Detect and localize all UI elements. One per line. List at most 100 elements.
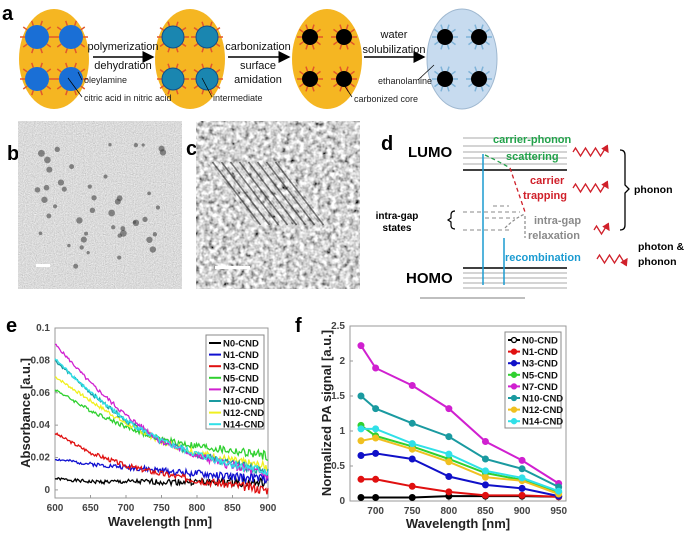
ligand: [31, 48, 35, 54]
ligand: [446, 44, 450, 50]
nanoparticle-dot: [116, 195, 123, 202]
panel-label-e: e: [6, 315, 17, 337]
ligand: [339, 24, 343, 30]
nanoparticle-dot: [149, 246, 157, 253]
legend-entry: N10-CND: [223, 397, 264, 408]
lattice-fringe: [261, 161, 311, 226]
relaxation-path: [504, 213, 526, 238]
data-point-N3-CND: [408, 455, 416, 463]
lattice-fringe: [238, 161, 289, 226]
ligand: [474, 66, 478, 72]
ligand: [22, 68, 28, 73]
ligand: [209, 47, 213, 53]
phonon-wave-arrow: [572, 144, 609, 158]
x-tick-label: 750: [153, 503, 170, 514]
data-point-N10-CND: [408, 419, 416, 427]
ligand: [80, 26, 86, 31]
ligand: [46, 68, 52, 73]
ligand: [311, 86, 315, 92]
scattering-path: [484, 154, 511, 169]
ligand: [181, 26, 187, 32]
ligand: [80, 43, 86, 48]
ligand: [485, 41, 490, 46]
ligand: [316, 41, 321, 46]
series-line-N12-CND: [54, 376, 269, 473]
nanoparticle: [471, 29, 487, 45]
nanoparticle-dot: [120, 226, 126, 232]
ligand: [193, 42, 199, 48]
ligand: [339, 66, 343, 72]
lattice-fringe: [247, 161, 298, 226]
ligand: [451, 70, 456, 75]
ligand: [446, 24, 450, 30]
ligand: [440, 24, 444, 30]
ligand: [159, 26, 165, 32]
legend-entry: N5-CND: [223, 373, 259, 384]
y-tick-label: 0: [44, 485, 50, 496]
photon-label: phonon: [638, 256, 676, 268]
ligand: [181, 42, 187, 48]
legend-entry: N3-CND: [223, 362, 259, 373]
ligand: [39, 20, 43, 26]
ligand: [299, 41, 304, 46]
nanoparticle: [302, 71, 318, 87]
x-tick-label: 850: [477, 506, 494, 517]
ligand: [480, 44, 484, 50]
data-point-N14-CND: [518, 474, 526, 482]
ligand: [22, 26, 28, 31]
ligand: [167, 47, 171, 53]
nanoparticle-dot: [67, 243, 71, 248]
x-tick-label: 950: [550, 506, 567, 517]
nanoparticle: [161, 67, 185, 91]
data-point-N3-CND: [518, 484, 526, 492]
ligand: [167, 89, 171, 95]
lattice-fringe: [243, 161, 293, 226]
nanoparticle: [437, 29, 453, 45]
nanoparticle-dot: [147, 191, 151, 196]
scheme-annotations: oleylamine citric acid in nitric acid in…: [67, 64, 435, 104]
ligand: [175, 63, 179, 69]
ligand: [201, 47, 205, 53]
nanoparticle-dot: [44, 156, 51, 164]
data-point-N3-CND: [445, 473, 453, 480]
data-point-N10-CND: [445, 433, 453, 441]
ligand: [311, 66, 315, 72]
ligand: [215, 84, 221, 90]
lattice-fringe: [225, 161, 275, 226]
ligand: [468, 41, 473, 46]
x-tick-label: 900: [260, 503, 277, 514]
ligand: [434, 28, 439, 33]
ligand: [65, 90, 69, 96]
data-point-N1-CND: [518, 491, 526, 499]
nanoparticle-dot: [111, 225, 116, 230]
lattice-fringe: [216, 161, 266, 226]
nanoparticle-dot: [120, 229, 127, 237]
ligand: [181, 84, 187, 90]
lattice-fringe: [220, 161, 271, 226]
ligand: [201, 89, 205, 95]
nanoparticle-dot: [84, 231, 89, 236]
nanoparticle-dot: [43, 184, 50, 191]
label-intermediate: intermediate: [213, 93, 263, 103]
ligand: [446, 86, 450, 92]
nanoparticle-dot: [57, 179, 65, 186]
ligand: [175, 89, 179, 95]
data-point-N1-CND: [372, 475, 380, 483]
ligand: [159, 42, 165, 48]
legend-entry: N5-CND: [522, 370, 558, 381]
lattice-fringe: [265, 161, 316, 226]
photon-wave-arrow: [596, 253, 628, 267]
data-point-N10-CND: [357, 392, 365, 400]
arrow-label: polymerization: [88, 41, 159, 53]
data-point-N14-CND: [555, 487, 563, 495]
nanoparticle-dot: [108, 143, 112, 147]
label-oleylamine: oleylamine: [84, 75, 127, 85]
y-tick-label: 2: [339, 356, 345, 367]
label-citric-acid: citric acid in nitric acid: [84, 93, 172, 103]
series-line-N1-CND: [54, 458, 269, 485]
ligand: [46, 43, 52, 48]
ligand: [167, 21, 171, 27]
arrow-label: dehydration: [94, 60, 152, 72]
y-tick-label: 1.5: [331, 391, 345, 402]
